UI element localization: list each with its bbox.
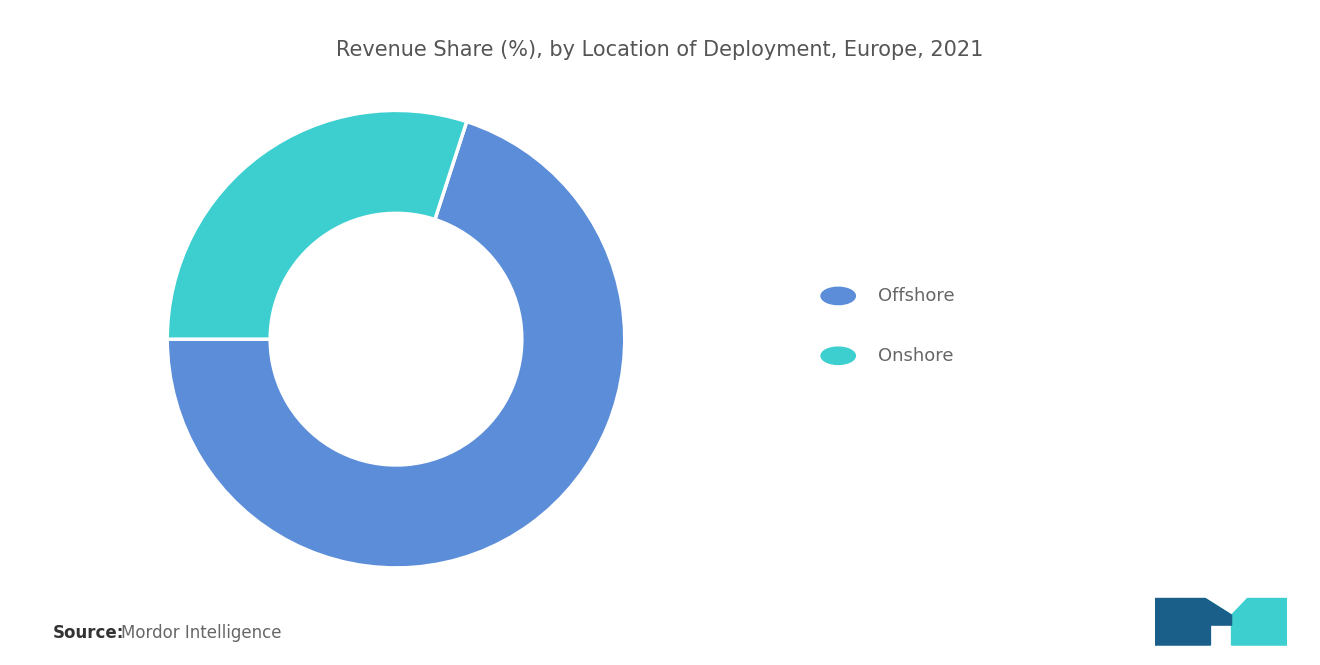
Polygon shape <box>1205 598 1287 645</box>
Text: Offshore: Offshore <box>878 287 954 305</box>
Polygon shape <box>1181 598 1232 625</box>
Text: Source:: Source: <box>53 624 124 642</box>
Wedge shape <box>168 122 624 568</box>
Text: Revenue Share (%), by Location of Deployment, Europe, 2021: Revenue Share (%), by Location of Deploy… <box>337 40 983 60</box>
Text: Onshore: Onshore <box>878 346 953 365</box>
Text: Mordor Intelligence: Mordor Intelligence <box>121 624 282 642</box>
Wedge shape <box>168 110 467 339</box>
Polygon shape <box>1155 598 1210 645</box>
